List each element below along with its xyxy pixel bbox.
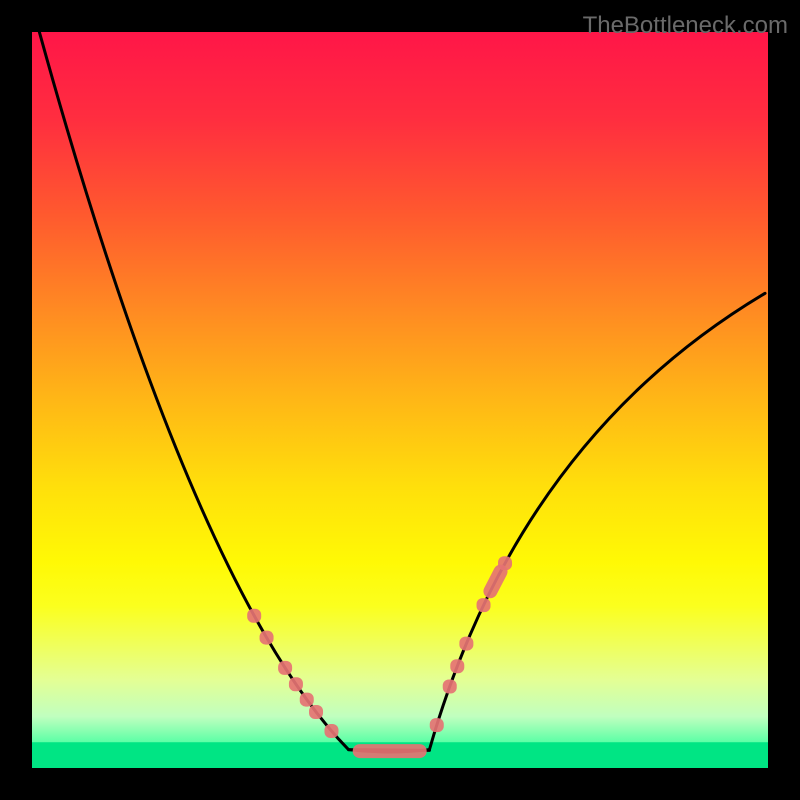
data-marker xyxy=(289,677,303,691)
data-marker-pill xyxy=(353,744,427,758)
data-marker xyxy=(430,718,444,732)
gradient-background xyxy=(32,32,768,768)
data-marker xyxy=(309,705,323,719)
figure-root: TheBottleneck.com xyxy=(0,0,800,800)
data-marker xyxy=(260,631,274,645)
data-marker xyxy=(450,659,464,673)
plot-area xyxy=(32,32,768,768)
data-marker xyxy=(300,693,314,707)
watermark-text: TheBottleneck.com xyxy=(583,12,788,40)
data-marker xyxy=(278,661,292,675)
data-marker xyxy=(324,724,338,738)
data-marker xyxy=(459,637,473,651)
data-marker xyxy=(477,598,491,612)
data-marker xyxy=(247,609,261,623)
data-marker xyxy=(443,679,457,693)
